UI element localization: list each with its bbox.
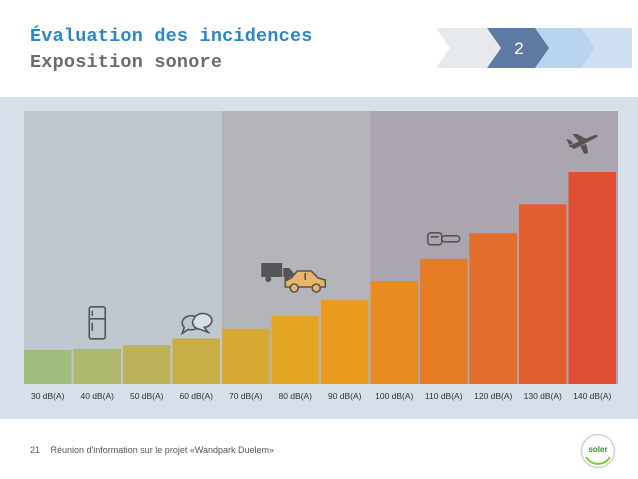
progress-current-step: 2 xyxy=(514,39,523,58)
chart-bar xyxy=(24,350,72,384)
progress-step-active xyxy=(487,28,554,68)
chart-bar xyxy=(370,281,418,384)
noise-level-chart: 30 dB(A) 40 dB(A) 50 dB(A) 60 dB(A) 70 dB(A)… xyxy=(24,111,618,401)
chainsaw-icon xyxy=(426,232,461,246)
chart-bar xyxy=(172,338,220,384)
chart-bar xyxy=(568,172,616,384)
progress-chevrons: 2 xyxy=(436,28,632,68)
chart-tick-label: 90 dB(A) xyxy=(328,391,362,401)
progress-step-next xyxy=(535,28,600,68)
page-number: 21 xyxy=(30,445,41,455)
progress-step-later xyxy=(581,28,632,68)
title-line-1: Évaluation des incidences xyxy=(30,26,313,47)
logo-ring xyxy=(580,433,616,469)
chart-bar xyxy=(123,345,171,384)
chart-tick-label: 120 dB(A) xyxy=(474,391,512,401)
chart-tick-label: 60 dB(A) xyxy=(179,391,213,401)
chart-bar xyxy=(271,316,319,384)
chart-bar xyxy=(469,233,517,384)
chart-bar xyxy=(73,348,121,384)
airplane-icon xyxy=(566,134,598,154)
chart-tick-label: 30 dB(A) xyxy=(31,391,65,401)
footer: 21 Réunion d'information sur le projet «… xyxy=(30,445,274,455)
chart-tick-label: 70 dB(A) xyxy=(229,391,263,401)
progress-step-done xyxy=(436,28,506,68)
chart-bar xyxy=(222,328,270,384)
chart-tick-label: 80 dB(A) xyxy=(278,391,312,401)
chart-tick-label: 110 dB(A) xyxy=(425,391,463,401)
footer-text: Réunion d'information sur le projet «Wan… xyxy=(50,445,275,455)
soler-logo: soler xyxy=(580,433,616,469)
chart-tick-label: 100 dB(A) xyxy=(375,391,413,401)
car-icon xyxy=(284,270,327,293)
chart-tick-label: 40 dB(A) xyxy=(80,391,114,401)
title-line-2: Exposition sonore xyxy=(30,52,223,73)
chart-panel: 30 dB(A) 40 dB(A) 50 dB(A) 60 dB(A) 70 dB(A)… xyxy=(0,97,638,419)
chart-bar xyxy=(321,300,369,384)
logo-text: soler xyxy=(588,445,608,454)
chart-bar xyxy=(519,204,567,384)
chart-tick-label: 130 dB(A) xyxy=(524,391,562,401)
refrigerator-icon xyxy=(88,306,107,340)
slide-title: Évaluation des incidences Exposition son… xyxy=(30,24,313,76)
chart-bar xyxy=(420,258,468,384)
chart-tick-label: 140 dB(A) xyxy=(573,391,611,401)
conversation-icon xyxy=(180,312,213,336)
chart-tick-label: 50 dB(A) xyxy=(130,391,164,401)
